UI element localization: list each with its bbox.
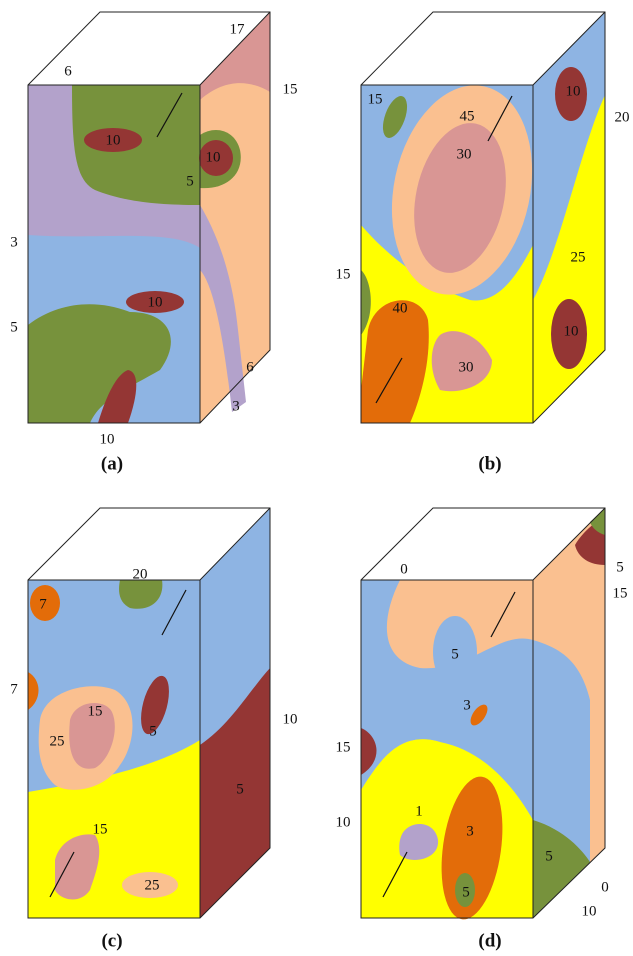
region-label: 10 xyxy=(206,149,221,165)
region-label: 3 xyxy=(10,234,18,250)
region-label: 10 xyxy=(148,294,163,310)
region-label: 10 xyxy=(283,711,298,727)
region-label: 5 xyxy=(236,781,244,797)
region-label: 5 xyxy=(462,884,470,900)
region-label: 25 xyxy=(571,249,586,265)
region-label: 15 xyxy=(336,266,351,282)
region-label: 5 xyxy=(186,173,194,189)
region-label: 40 xyxy=(393,300,408,316)
figure: 176151010535106310(a)1545301020152540301… xyxy=(0,0,633,956)
region-label: 5 xyxy=(545,848,553,864)
region-label: 10 xyxy=(100,431,115,447)
region-label: 15 xyxy=(93,821,108,837)
region-label: 30 xyxy=(457,146,472,162)
panel-caption: (a) xyxy=(101,453,123,474)
region-label: 25 xyxy=(50,733,65,749)
region-label: 10 xyxy=(582,903,597,919)
block-d xyxy=(361,508,605,923)
region-label: 10 xyxy=(336,814,351,830)
region-label: 15 xyxy=(613,585,628,601)
region-label: 3 xyxy=(232,398,240,414)
region-label: 7 xyxy=(10,681,18,697)
region-label: 20 xyxy=(133,566,148,582)
region-label: 5 xyxy=(10,319,18,335)
region-label: 45 xyxy=(460,108,475,124)
region-label: 30 xyxy=(459,359,474,375)
region-label: 15 xyxy=(88,703,103,719)
region-label: 10 xyxy=(566,83,581,99)
region-label: 15 xyxy=(336,739,351,755)
region-label: 6 xyxy=(64,63,72,79)
region-label: 17 xyxy=(230,21,246,37)
region-label: 6 xyxy=(246,359,254,375)
block-c xyxy=(28,508,270,918)
region-label: 10 xyxy=(106,132,121,148)
region-label: 15 xyxy=(283,81,298,97)
block-b xyxy=(361,12,605,423)
region-label: 15 xyxy=(368,91,383,107)
region-label: 10 xyxy=(564,323,579,339)
region-label: 5 xyxy=(149,723,157,739)
panel-caption: (d) xyxy=(478,930,501,951)
region-label: 1 xyxy=(415,803,423,819)
region-label: 3 xyxy=(466,823,474,839)
region-label: 5 xyxy=(451,646,459,662)
region-label: 7 xyxy=(39,596,47,612)
region-label: 20 xyxy=(615,109,630,125)
panel-caption: (b) xyxy=(478,453,501,474)
region-label: 5 xyxy=(616,559,624,575)
region-label: 3 xyxy=(463,697,471,713)
region-label: 0 xyxy=(400,561,408,577)
panel-caption: (c) xyxy=(101,930,122,951)
region-label: 25 xyxy=(145,877,160,893)
region-label: 0 xyxy=(601,879,609,895)
